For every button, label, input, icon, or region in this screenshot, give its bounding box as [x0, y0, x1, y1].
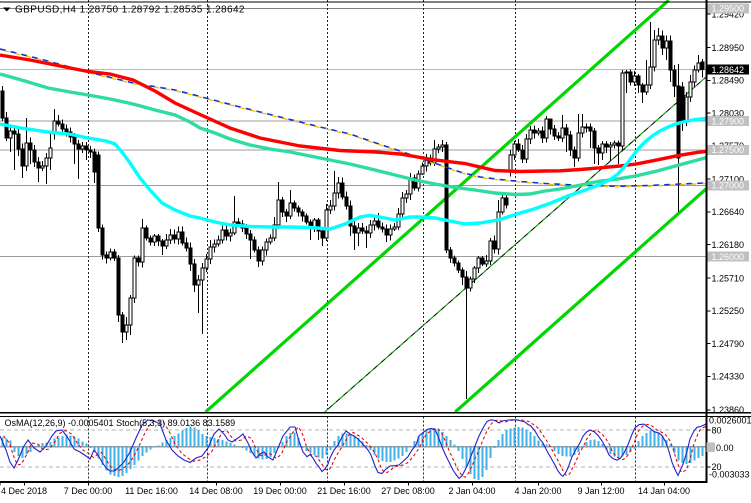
svg-text:1.26180: 1.26180	[712, 240, 745, 250]
svg-text:1.24790: 1.24790	[712, 339, 745, 349]
svg-text:1.24330: 1.24330	[712, 372, 745, 382]
svg-text:GBPUSD,H4 1.28750 1.28792 1.2: GBPUSD,H4 1.28750 1.28792 1.28535 1.2864…	[15, 5, 245, 16]
svg-text:4 Jan 20:00: 4 Jan 20:00	[514, 486, 561, 496]
svg-text:0.0026001: 0.0026001	[709, 416, 751, 426]
svg-text:19 Dec 00:00: 19 Dec 00:00	[253, 486, 307, 496]
svg-text:1.27000: 1.27000	[712, 181, 745, 191]
svg-text:1.28490: 1.28490	[712, 76, 745, 86]
svg-text:9 Jan 12:00: 9 Jan 12:00	[577, 486, 624, 496]
svg-text:14 Jan 04:00: 14 Jan 04:00	[638, 486, 690, 496]
svg-text:1.23860: 1.23860	[712, 405, 745, 415]
svg-text:1.25710: 1.25710	[712, 273, 745, 283]
svg-text:1.29420: 1.29420	[712, 9, 745, 19]
svg-text:7 Dec 00:00: 7 Dec 00:00	[64, 486, 113, 496]
svg-text:1.27500: 1.27500	[712, 145, 745, 155]
svg-text:1.28950: 1.28950	[712, 43, 745, 53]
svg-text:OsMA(12,26,9) -0.0005401 Stoc: OsMA(12,26,9) -0.0005401 Stoch(5,3,3) 89…	[5, 418, 236, 428]
svg-text:21 Dec 16:00: 21 Dec 16:00	[317, 486, 371, 496]
svg-text:1.25250: 1.25250	[712, 306, 745, 316]
svg-text:2 Jan 04:00: 2 Jan 04:00	[448, 486, 495, 496]
svg-text:1.29500: 1.29500	[712, 4, 745, 14]
svg-text:-0.003033: -0.003033	[709, 470, 750, 480]
svg-text:80: 80	[712, 425, 722, 435]
svg-text:4 Dec 2018: 4 Dec 2018	[1, 486, 47, 496]
svg-text:0.00: 0.00	[716, 443, 734, 453]
svg-text:20: 20	[712, 462, 722, 472]
svg-text:27 Dec 08:00: 27 Dec 08:00	[381, 486, 435, 496]
svg-text:1.26000: 1.26000	[712, 252, 745, 262]
svg-text:1.26640: 1.26640	[712, 207, 745, 217]
svg-text:1.27900: 1.27900	[712, 117, 745, 127]
svg-text:1.28030: 1.28030	[712, 108, 745, 118]
svg-text:14 Dec 08:00: 14 Dec 08:00	[189, 486, 243, 496]
svg-text:1.27100: 1.27100	[712, 175, 745, 185]
svg-text:11 Dec 16:00: 11 Dec 16:00	[125, 486, 178, 496]
svg-text:1.28642: 1.28642	[712, 65, 745, 75]
